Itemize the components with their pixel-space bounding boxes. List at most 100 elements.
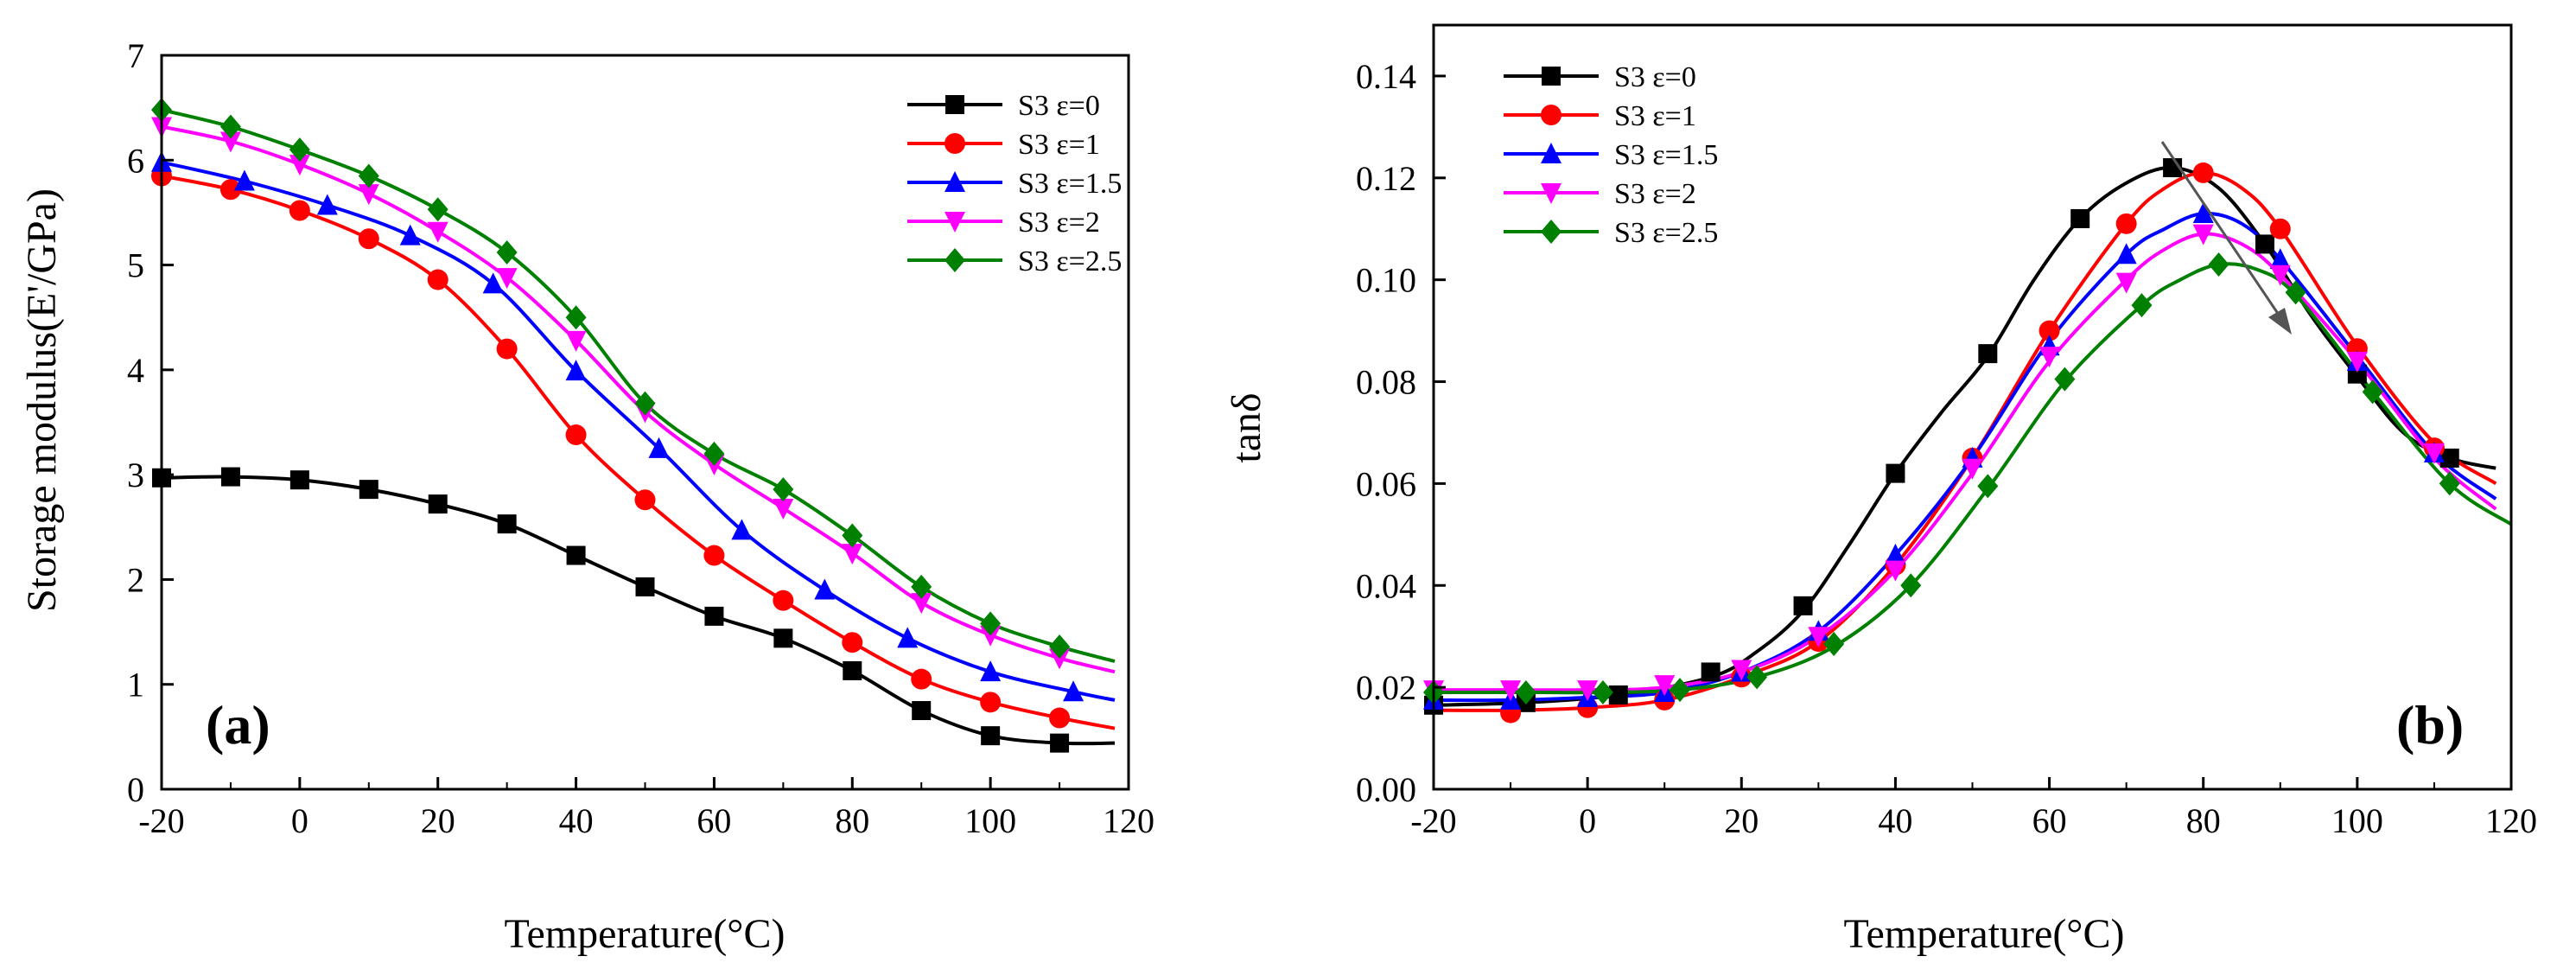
series-marker — [635, 577, 655, 596]
series-marker — [2423, 443, 2445, 465]
series-line — [1434, 165, 2496, 707]
series-marker — [358, 163, 379, 188]
series-marker — [980, 625, 1002, 647]
series-marker — [2362, 379, 2383, 405]
y-tick-label: 0.10 — [1356, 261, 1416, 300]
legend-label: S3 ε=0 — [1018, 90, 1100, 122]
series-marker — [773, 477, 794, 502]
panel-a-x-tick-labels: -20 0 20 40 60 80 100 120 — [138, 801, 1154, 840]
panel-a-label: (a) — [206, 694, 270, 755]
y-tick-label: 1 — [127, 666, 144, 704]
series-marker — [843, 660, 862, 680]
panel-b-plot-frame — [1432, 23, 2513, 791]
x-tick-label: -20 — [1410, 801, 1456, 840]
y-tick-label: 6 — [127, 141, 144, 180]
legend-marker — [945, 133, 965, 154]
panel-b-x-tick-labels: -20 0 20 40 60 80 100 120 — [1410, 801, 2537, 840]
legend-label: S3 ε=2 — [1018, 207, 1100, 239]
series-marker — [911, 668, 932, 690]
series-line — [1434, 170, 2497, 712]
series-marker — [1823, 632, 1845, 657]
series-marker — [2192, 202, 2214, 224]
series-marker — [842, 544, 863, 565]
series-marker — [399, 224, 421, 245]
x-tick-label: 60 — [696, 801, 731, 840]
x-tick-label: 120 — [2485, 801, 2537, 840]
series-marker — [980, 611, 1002, 636]
series-marker — [219, 114, 241, 139]
series-marker — [2115, 272, 2137, 294]
series-marker — [219, 131, 241, 153]
x-tick-label: 80 — [835, 801, 869, 840]
series-marker — [289, 200, 310, 221]
series-marker — [2054, 367, 2076, 392]
series-marker — [634, 391, 656, 416]
legend-label: S3 ε=2.5 — [1614, 217, 1718, 249]
series-marker — [1577, 680, 1599, 702]
series-marker — [911, 593, 932, 615]
series-marker — [1049, 707, 1071, 729]
legend-marker — [945, 248, 965, 272]
series-marker — [703, 545, 725, 566]
series-marker — [2208, 252, 2229, 277]
panel-b-trend-arrowhead — [2268, 308, 2292, 335]
series-marker — [1592, 680, 1613, 705]
series-marker — [566, 545, 586, 565]
series-marker — [634, 489, 656, 511]
series-marker — [1808, 627, 1829, 648]
panel-a-x-axis-title: Temperature(°C) — [504, 911, 785, 957]
series-line — [1434, 262, 2511, 695]
legend-marker — [945, 95, 964, 114]
series-marker — [2439, 471, 2460, 496]
x-tick-label: 0 — [291, 801, 308, 840]
y-tick-label: 0.14 — [1356, 57, 1416, 96]
panel-a-y-axis-title: Storage modulus(E'/GPa) — [19, 188, 65, 612]
series-marker — [1886, 463, 1905, 483]
series-marker — [289, 137, 310, 163]
series-marker — [1885, 543, 1906, 564]
x-tick-label: 0 — [1579, 801, 1596, 840]
y-tick-label: 3 — [127, 456, 144, 494]
panel-b-markers — [1423, 158, 2460, 724]
series-marker — [1049, 634, 1071, 660]
legend-marker — [945, 171, 965, 192]
series-marker — [1670, 678, 1691, 703]
series-marker — [1654, 675, 1676, 697]
y-tick-label: 0.00 — [1356, 770, 1416, 809]
series-marker — [565, 305, 587, 330]
x-tick-label: 120 — [1103, 801, 1154, 840]
series-marker — [2269, 218, 2291, 239]
series-marker — [2131, 293, 2153, 318]
series-marker — [2346, 351, 2368, 373]
series-marker — [1746, 665, 1768, 690]
series-marker — [911, 574, 932, 599]
panel-b-label: (b) — [2396, 694, 2464, 755]
y-tick-label: 0.08 — [1356, 363, 1416, 402]
y-tick-label: 0.04 — [1356, 566, 1416, 605]
legend-label: S3 ε=2.5 — [1018, 245, 1122, 277]
series-marker — [2439, 448, 2459, 468]
series-marker — [233, 169, 255, 191]
series-marker — [1515, 680, 1536, 705]
series-marker — [1731, 660, 1752, 681]
series-marker — [1977, 474, 1999, 499]
series-line — [162, 160, 1116, 702]
legend-marker — [945, 212, 965, 233]
series-marker — [1885, 560, 1906, 582]
series-marker — [428, 494, 448, 514]
series-marker — [2255, 234, 2274, 254]
series-marker — [773, 498, 794, 520]
series-marker — [2039, 347, 2060, 368]
series-marker — [219, 179, 241, 201]
series-marker — [2285, 280, 2306, 305]
series-marker — [981, 726, 1001, 746]
series-marker — [703, 441, 725, 466]
series-marker — [2192, 162, 2214, 183]
series-marker — [427, 221, 448, 243]
panel-b-trend-arrow — [2160, 141, 2286, 323]
y-tick-label: 2 — [127, 560, 144, 599]
series-marker — [773, 590, 794, 611]
series-marker — [2115, 213, 2137, 234]
